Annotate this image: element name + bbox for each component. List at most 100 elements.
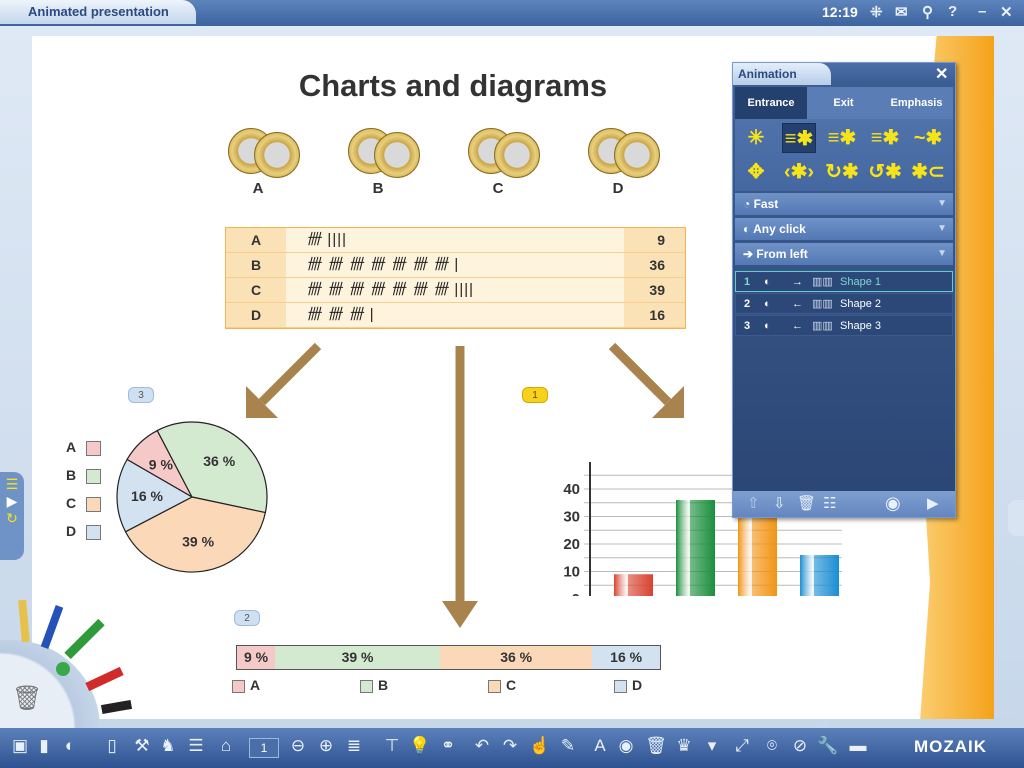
tally-marks: 卌 卌 卌 卌 卌 卌 卌 ||||: [306, 281, 474, 298]
hand-icon[interactable]: ☝: [529, 736, 551, 755]
effect-star-icon[interactable]: ≡✱: [827, 127, 857, 149]
title-bar: Animated presentation 12:19 ⁜ ✉ ⚲ ? – ✕: [0, 0, 1024, 26]
effect-star-icon[interactable]: ↻✱: [825, 161, 859, 183]
coin-image: [614, 132, 660, 178]
slide-title: Charts and diagrams: [298, 68, 608, 103]
order-number: 2: [744, 298, 751, 310]
animation-list-item[interactable]: 1 ◐ → ▥▥ Shape 1: [735, 271, 953, 292]
crown-icon[interactable]: ♛: [676, 736, 692, 755]
lightbulb-icon[interactable]: 💡: [409, 736, 431, 755]
delete-icon[interactable]: 🗑: [797, 495, 817, 512]
legend-label: A: [250, 677, 261, 693]
search-icon[interactable]: ⚲: [922, 4, 933, 21]
tab-emphasis[interactable]: Emphasis: [880, 87, 953, 119]
legend-item: C: [488, 677, 516, 693]
side-panel-toggle[interactable]: ☰ ▶ ↻: [0, 472, 24, 560]
arrow-to-pie: [258, 342, 322, 406]
notes-icon[interactable]: ☰: [188, 736, 204, 755]
move-up-icon[interactable]: ⇧: [747, 495, 760, 512]
animation-list-item[interactable]: 3 ◐ ← ▥▥ Shape 3: [735, 315, 953, 336]
page-number-field[interactable]: 1: [249, 738, 279, 758]
animation-list-item[interactable]: 2 ◐ ← ▥▥ Shape 2: [735, 293, 953, 314]
effect-star-icon[interactable]: ‹✱›: [783, 161, 815, 183]
link-icon[interactable]: ⤢: [735, 736, 749, 755]
binoculars-icon[interactable]: ⚭: [440, 736, 456, 755]
wrench-icon[interactable]: 🔧: [817, 736, 839, 755]
zoom-in-icon[interactable]: ⊕: [318, 736, 334, 755]
tab-exit[interactable]: Exit: [807, 87, 880, 119]
pie-slice-D[interactable]: [116, 458, 194, 533]
panel-title: Animation: [733, 63, 831, 85]
row-label: D: [226, 303, 286, 327]
clock: 12:19: [822, 4, 858, 20]
minimize-icon[interactable]: –: [978, 3, 987, 20]
record-icon[interactable]: ◉: [618, 736, 634, 755]
row-label: B: [226, 253, 286, 277]
effect-star-icon[interactable]: ✥: [747, 161, 765, 183]
move-down-icon[interactable]: ⇩: [773, 495, 786, 512]
camera-icon[interactable]: ⌾: [766, 736, 778, 755]
bar-16[interactable]: [800, 555, 839, 596]
preview-eye-icon[interactable]: ◉: [885, 493, 901, 513]
legend-swatch: [360, 679, 373, 693]
museum-icon[interactable]: ⌂: [220, 736, 232, 755]
chevron-down-icon[interactable]: ▾: [707, 736, 717, 755]
y-tick-label: 10: [563, 564, 580, 581]
trash-icon[interactable]: 🗑: [645, 736, 667, 755]
direction-arrow-icon: ←: [792, 298, 803, 310]
bar-9[interactable]: [614, 574, 653, 596]
zoom-out-icon[interactable]: ⊖: [290, 736, 306, 755]
bar-36[interactable]: [676, 500, 715, 596]
undo-icon[interactable]: ↶: [474, 736, 490, 755]
direction-dropdown[interactable]: ➔ From left ▼: [735, 243, 953, 265]
presentation-icon[interactable]: ⊤: [384, 736, 400, 755]
stacked-segment[interactable]: 39 %: [275, 646, 441, 669]
animation-order-badge[interactable]: 2: [234, 610, 260, 626]
paperclip-icon[interactable]: ⊘: [792, 736, 808, 755]
help-icon[interactable]: ?: [948, 3, 958, 20]
notebook-icon[interactable]: ▮: [39, 736, 49, 755]
trash-icon[interactable]: 🗑: [12, 685, 43, 712]
coin-label: A: [252, 180, 264, 197]
effect-star-icon[interactable]: ✱⊂: [911, 161, 945, 183]
speed-dropdown[interactable]: ◔ Fast ▼: [735, 193, 953, 215]
eraser-icon[interactable]: ◐: [64, 736, 76, 755]
animation-order-badge[interactable]: 1: [522, 387, 548, 403]
stacked-bar[interactable]: 9 % 39 % 36 % 16 %: [236, 645, 661, 670]
close-icon[interactable]: ✕: [1000, 4, 1013, 21]
mail-icon[interactable]: ✉: [895, 4, 908, 21]
row-label: A: [226, 228, 286, 252]
pie-chart[interactable]: 9 % 36 %39 %16 %: [32, 36, 432, 719]
highlighter-icon[interactable]: ✎: [560, 736, 576, 755]
legend-swatch: [86, 524, 102, 540]
effect-star-icon[interactable]: ✳: [747, 127, 765, 149]
pie-slice-B[interactable]: [156, 421, 268, 514]
list-icon[interactable]: ≣: [346, 736, 362, 755]
list-icon[interactable]: ☷: [823, 495, 837, 512]
trigger-value: Any click: [753, 222, 806, 236]
redo-icon[interactable]: ↷: [502, 736, 518, 755]
hammer-icon[interactable]: ⚒: [134, 736, 150, 755]
text-icon[interactable]: A: [594, 736, 606, 755]
book-icon[interactable]: ▣: [11, 736, 29, 755]
trigger-dropdown[interactable]: ◐ Any click ▼: [735, 218, 953, 240]
pie-label: 16 %: [131, 488, 163, 504]
stacked-segment[interactable]: 36 %: [440, 646, 593, 669]
drawer-icon[interactable]: ▬: [849, 736, 867, 755]
close-icon[interactable]: ✕: [935, 66, 949, 83]
effect-star-icon[interactable]: ~✱: [913, 127, 943, 149]
tab-entrance[interactable]: Entrance: [735, 87, 807, 119]
effect-star-icon[interactable]: ≡✱: [870, 127, 900, 149]
page-icon[interactable]: ▯: [107, 736, 117, 755]
table-row: A 卌 |||| 9: [226, 228, 685, 253]
right-panel-handle[interactable]: [1008, 500, 1024, 536]
stacked-segment[interactable]: 9 %: [237, 646, 276, 669]
chess-icon[interactable]: ♞: [160, 736, 176, 755]
animation-order-badge[interactable]: 3: [128, 387, 154, 403]
pie-slice-C[interactable]: [124, 496, 267, 573]
stacked-segment[interactable]: 16 %: [592, 646, 660, 669]
effect-star-icon[interactable]: ≡✱: [782, 123, 816, 153]
grid-icon[interactable]: ⁜: [870, 4, 883, 21]
effect-star-icon[interactable]: ↺✱: [868, 161, 902, 183]
play-icon[interactable]: ▶: [927, 495, 939, 512]
